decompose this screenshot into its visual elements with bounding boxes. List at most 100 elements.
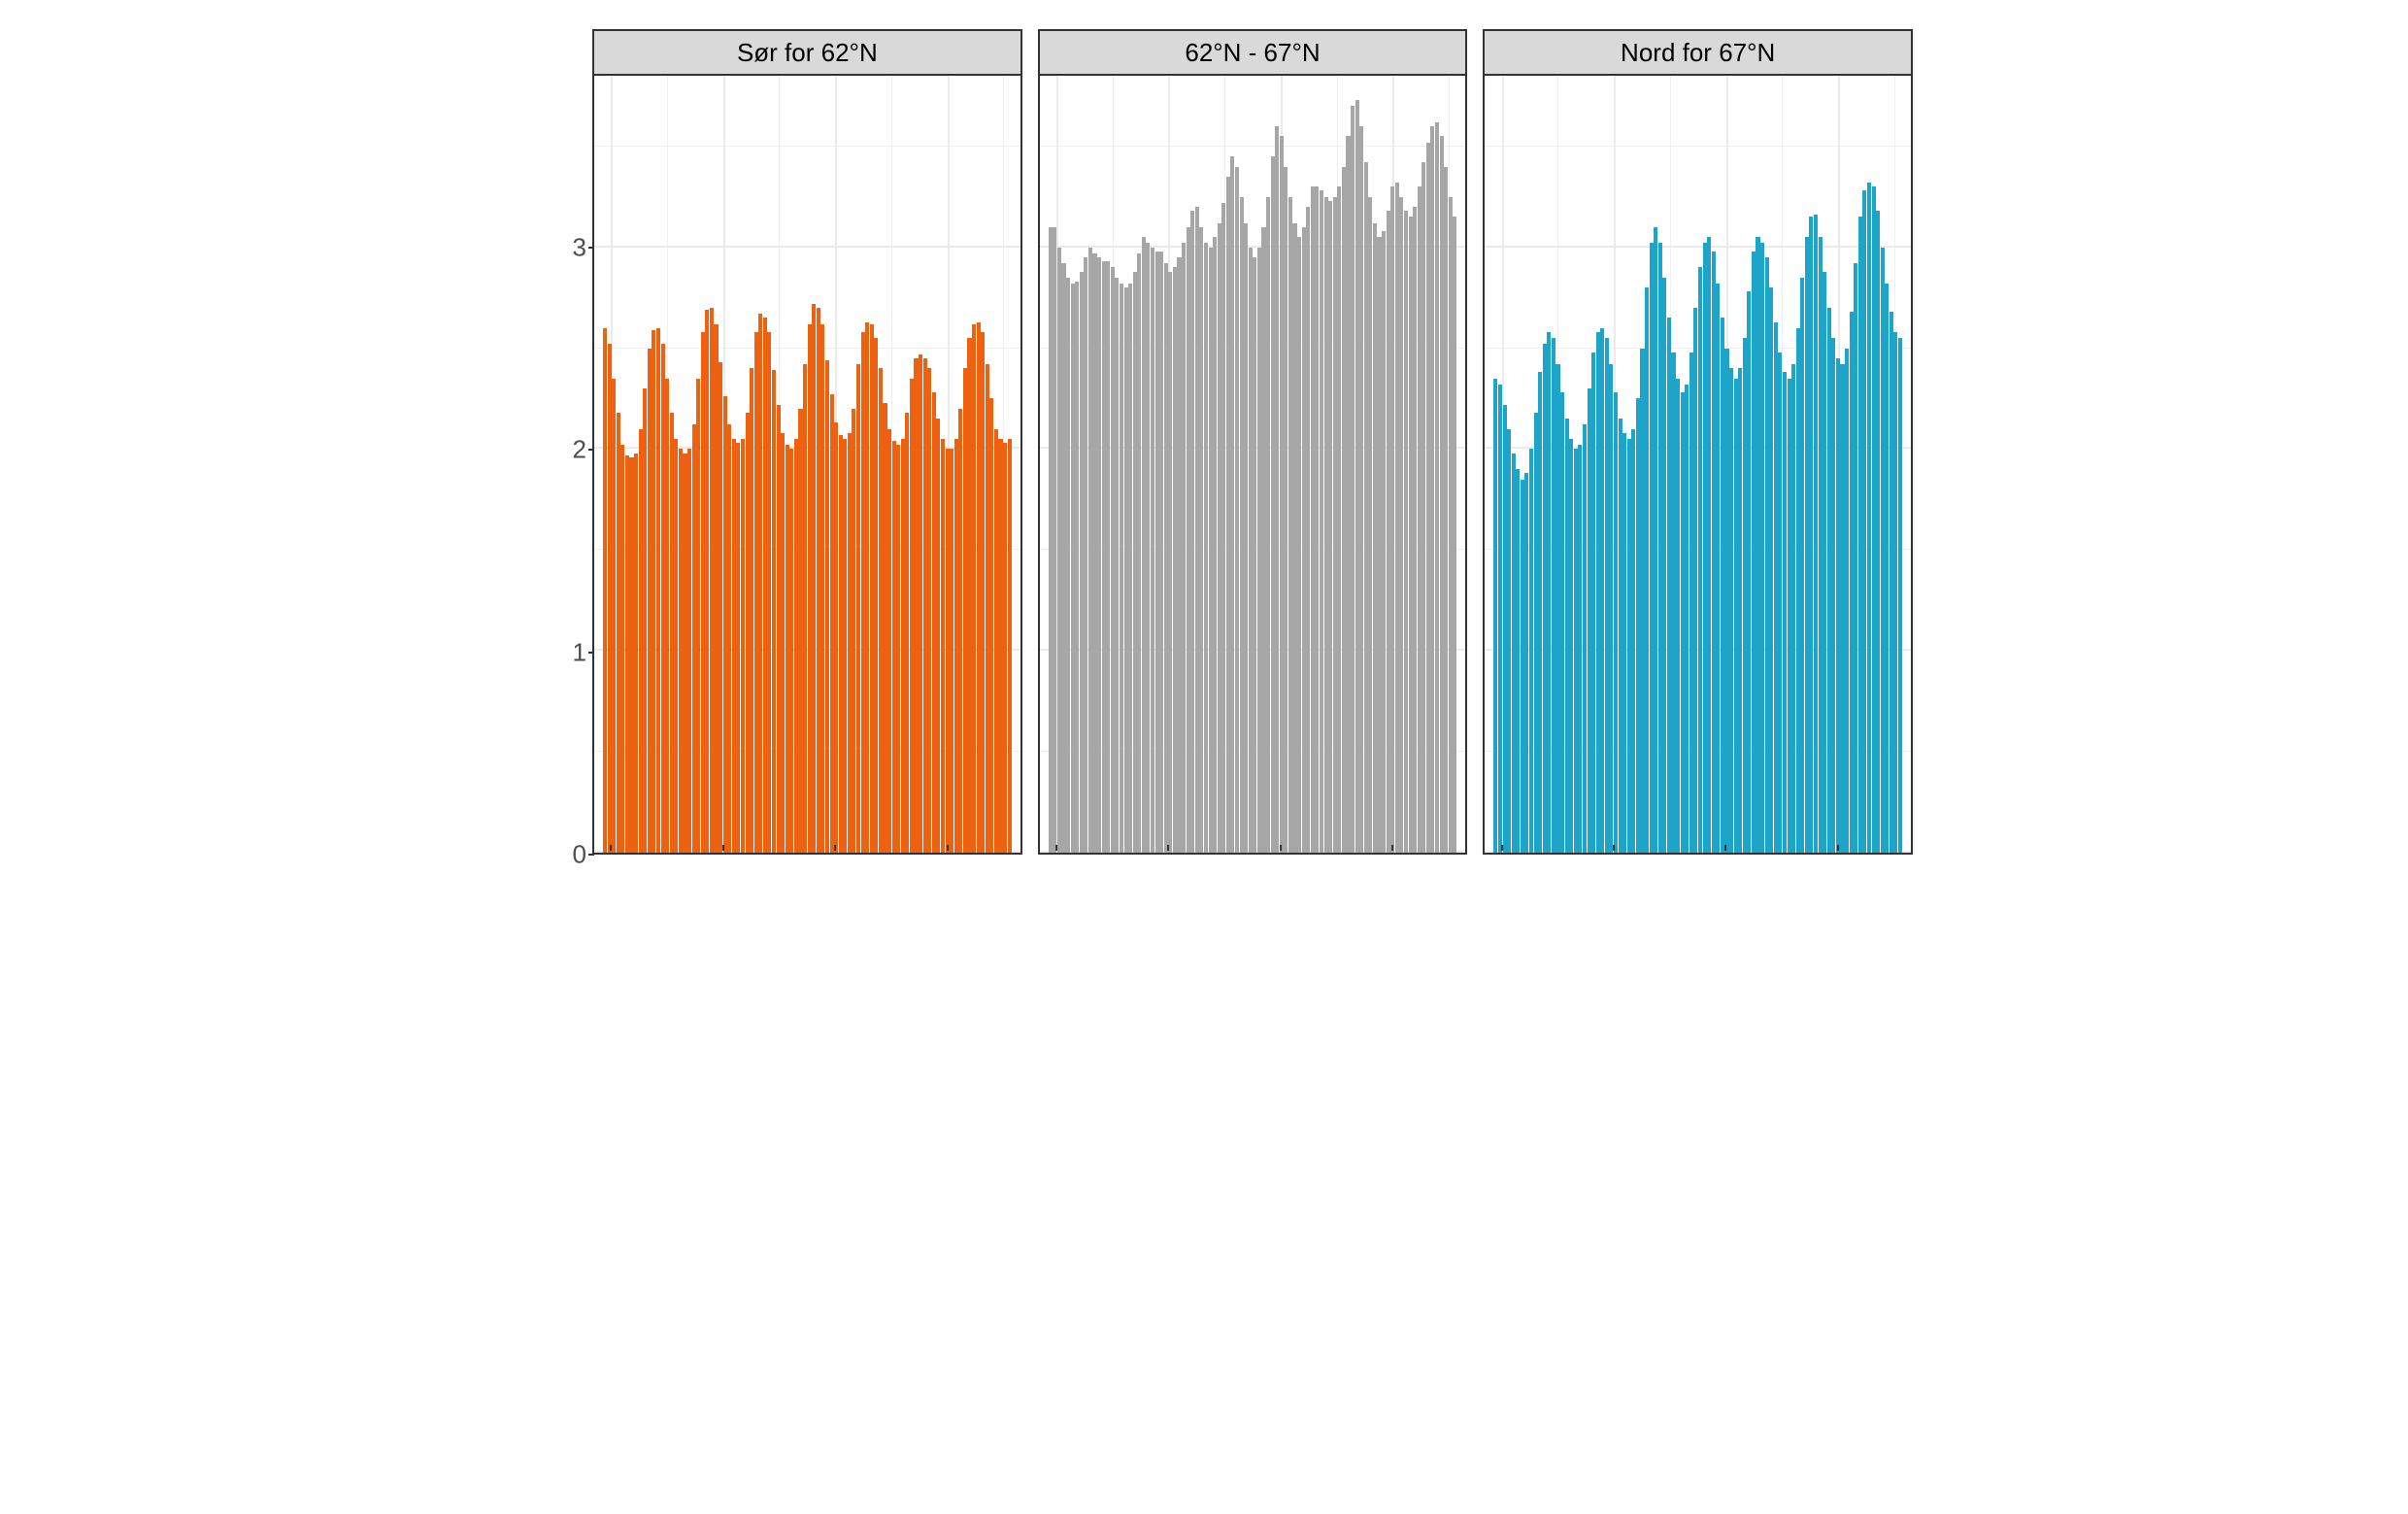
bar bbox=[919, 354, 922, 853]
bar bbox=[1788, 379, 1791, 853]
bar bbox=[1292, 223, 1296, 853]
x-axis-ticks: 2018202020222024 bbox=[594, 853, 1020, 855]
panel-plot-area: 2018202020222024 bbox=[1038, 76, 1468, 855]
bar bbox=[1662, 278, 1666, 853]
bar bbox=[1769, 287, 1773, 853]
bar bbox=[941, 439, 945, 853]
x-tick-label: 2018 bbox=[1038, 853, 1085, 855]
x-tick-label: 2024 bbox=[1364, 853, 1421, 855]
chart-panel: Nord for 67°N2018202020222024 bbox=[1483, 29, 1913, 855]
bar bbox=[1503, 405, 1507, 853]
bar bbox=[750, 368, 753, 853]
bar bbox=[1640, 349, 1644, 853]
bar bbox=[923, 358, 927, 853]
bar bbox=[1876, 211, 1880, 853]
bar bbox=[1543, 344, 1547, 853]
bar bbox=[1872, 186, 1876, 853]
bar bbox=[870, 324, 874, 853]
bar bbox=[1676, 379, 1680, 853]
bar bbox=[1854, 263, 1857, 853]
bar bbox=[1399, 197, 1403, 853]
bar bbox=[981, 332, 985, 853]
bar bbox=[1311, 186, 1315, 853]
bar bbox=[852, 409, 855, 853]
bar bbox=[1187, 227, 1190, 853]
x-tick-label: 2020 bbox=[695, 853, 752, 855]
bar bbox=[1516, 469, 1520, 853]
bar bbox=[856, 364, 860, 853]
bar bbox=[746, 413, 750, 853]
x-axis-ticks: 2018202020222024 bbox=[1040, 853, 1466, 855]
bar bbox=[798, 409, 802, 853]
bar bbox=[1071, 284, 1075, 853]
bar bbox=[1146, 243, 1150, 853]
bar bbox=[1373, 223, 1377, 853]
bar bbox=[665, 379, 669, 853]
bar bbox=[1409, 217, 1413, 853]
bar bbox=[1729, 368, 1733, 853]
bar bbox=[830, 394, 834, 853]
bar bbox=[1151, 248, 1154, 853]
bar bbox=[1364, 162, 1368, 853]
bar bbox=[1707, 237, 1711, 853]
bar bbox=[1512, 454, 1516, 853]
bar bbox=[1133, 272, 1137, 853]
bar bbox=[1600, 328, 1604, 853]
bar bbox=[1667, 318, 1671, 853]
bar bbox=[1583, 424, 1587, 853]
bar bbox=[1823, 272, 1826, 853]
bar bbox=[989, 398, 993, 853]
bar bbox=[617, 413, 620, 853]
bar bbox=[1685, 385, 1689, 853]
bar bbox=[1173, 267, 1177, 853]
bar bbox=[1565, 419, 1569, 853]
bar bbox=[1355, 100, 1359, 853]
bar bbox=[1057, 248, 1061, 853]
bar bbox=[927, 368, 931, 853]
bar bbox=[754, 332, 758, 853]
bar bbox=[1351, 106, 1354, 853]
bar bbox=[1235, 167, 1239, 853]
bar bbox=[714, 324, 718, 853]
bar bbox=[1088, 248, 1092, 853]
bar bbox=[1440, 136, 1444, 853]
bar bbox=[1413, 207, 1417, 853]
bar bbox=[1218, 223, 1221, 853]
bar bbox=[1791, 364, 1795, 853]
bar bbox=[652, 330, 655, 853]
bar bbox=[1111, 267, 1115, 853]
bar bbox=[1827, 308, 1831, 853]
bar bbox=[1177, 257, 1181, 853]
bar bbox=[1862, 190, 1866, 853]
bar bbox=[1498, 385, 1502, 853]
bar bbox=[1418, 186, 1421, 853]
bar bbox=[1226, 177, 1230, 853]
bar bbox=[1315, 186, 1319, 853]
bar bbox=[710, 308, 714, 853]
bar bbox=[1778, 353, 1782, 853]
bar bbox=[1850, 312, 1854, 853]
bar bbox=[1066, 278, 1070, 853]
bar bbox=[1831, 338, 1835, 853]
bar bbox=[1493, 379, 1497, 853]
bar bbox=[1671, 353, 1675, 853]
bar bbox=[994, 429, 998, 853]
bar bbox=[861, 332, 865, 853]
x-axis-ticks: 2018202020222024 bbox=[1485, 853, 1911, 855]
bar bbox=[950, 449, 953, 853]
bar bbox=[1190, 211, 1194, 853]
bar bbox=[794, 439, 798, 853]
bar bbox=[1698, 267, 1702, 853]
bar bbox=[1752, 252, 1756, 853]
bar bbox=[896, 445, 900, 853]
bar bbox=[683, 454, 686, 853]
bar bbox=[1555, 364, 1559, 853]
bar bbox=[1306, 207, 1310, 853]
bar bbox=[958, 409, 962, 853]
bar bbox=[1320, 190, 1323, 853]
bar bbox=[1377, 237, 1381, 853]
bar bbox=[1444, 167, 1448, 853]
bar bbox=[1346, 136, 1350, 853]
bar bbox=[1257, 248, 1261, 853]
bar bbox=[1053, 227, 1056, 853]
